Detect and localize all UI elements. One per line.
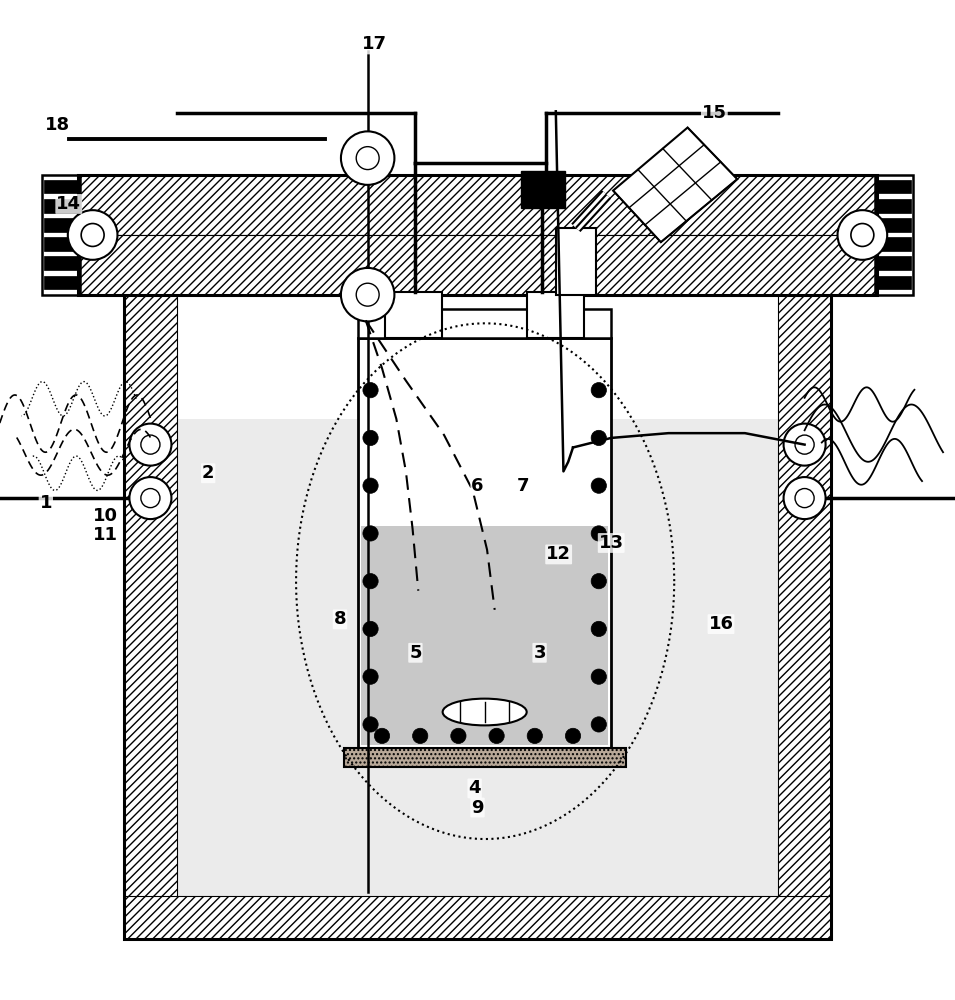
Circle shape (81, 224, 104, 246)
Text: 4: 4 (468, 779, 481, 797)
Text: 11: 11 (93, 526, 117, 544)
Text: 12: 12 (546, 545, 571, 563)
Text: 13: 13 (599, 534, 624, 552)
Text: 15: 15 (702, 104, 727, 122)
Bar (875, 237, 911, 251)
Circle shape (341, 268, 394, 321)
Bar (124, 290, 831, 939)
Circle shape (795, 489, 814, 508)
Circle shape (363, 478, 378, 493)
Circle shape (591, 430, 606, 446)
Circle shape (356, 283, 379, 306)
Circle shape (591, 717, 606, 732)
Bar (875, 276, 911, 289)
Bar (124, 290, 177, 939)
Circle shape (795, 435, 814, 454)
Bar (78, 175, 877, 235)
Text: 3: 3 (533, 644, 546, 662)
Bar (385, 292, 442, 338)
Circle shape (363, 526, 378, 541)
Bar (44, 218, 80, 232)
Circle shape (141, 489, 160, 508)
Bar (42, 175, 80, 295)
Circle shape (363, 574, 378, 589)
Circle shape (451, 728, 466, 744)
Text: 7: 7 (517, 477, 530, 495)
Bar (44, 256, 80, 270)
Bar (361, 526, 608, 745)
Circle shape (374, 728, 390, 744)
Circle shape (356, 147, 379, 170)
Circle shape (141, 435, 160, 454)
Text: 5: 5 (409, 644, 422, 662)
Circle shape (68, 210, 117, 260)
Circle shape (363, 717, 378, 732)
Circle shape (130, 424, 172, 466)
Text: 17: 17 (362, 35, 387, 53)
Bar (78, 235, 877, 295)
Bar (875, 175, 913, 295)
Bar (521, 171, 565, 208)
Polygon shape (613, 128, 737, 242)
Text: 16: 16 (709, 615, 733, 633)
Bar (78, 175, 877, 295)
Bar (44, 276, 80, 289)
Bar (875, 180, 911, 193)
Circle shape (591, 574, 606, 589)
Text: 10: 10 (93, 507, 117, 525)
Text: 2: 2 (202, 464, 215, 482)
Circle shape (591, 383, 606, 398)
Bar (875, 256, 911, 270)
Circle shape (783, 424, 825, 466)
Circle shape (591, 526, 606, 541)
Circle shape (783, 477, 825, 519)
Circle shape (363, 621, 378, 637)
Bar (344, 748, 626, 767)
Circle shape (363, 669, 378, 684)
Circle shape (591, 621, 606, 637)
Circle shape (489, 728, 504, 744)
Bar (44, 199, 80, 213)
Bar (778, 290, 831, 939)
Circle shape (838, 210, 887, 260)
Bar (875, 218, 911, 232)
Bar (44, 237, 80, 251)
Bar (358, 309, 611, 338)
Text: 14: 14 (56, 195, 81, 213)
Text: 18: 18 (45, 116, 70, 134)
Circle shape (591, 478, 606, 493)
Circle shape (413, 728, 428, 744)
Text: 1: 1 (39, 494, 53, 512)
Bar (177, 419, 778, 896)
Text: 6: 6 (471, 477, 484, 495)
Circle shape (341, 131, 394, 185)
Ellipse shape (443, 699, 527, 725)
Circle shape (527, 728, 542, 744)
Circle shape (363, 430, 378, 446)
Bar (358, 338, 611, 748)
Bar (556, 228, 596, 295)
Bar (44, 180, 80, 193)
Circle shape (591, 669, 606, 684)
Circle shape (130, 477, 172, 519)
Circle shape (363, 383, 378, 398)
Bar (124, 896, 831, 939)
Bar (875, 199, 911, 213)
Circle shape (851, 224, 874, 246)
Text: 9: 9 (471, 799, 484, 817)
Circle shape (565, 728, 581, 744)
Text: 8: 8 (333, 610, 347, 628)
Bar (527, 292, 584, 338)
